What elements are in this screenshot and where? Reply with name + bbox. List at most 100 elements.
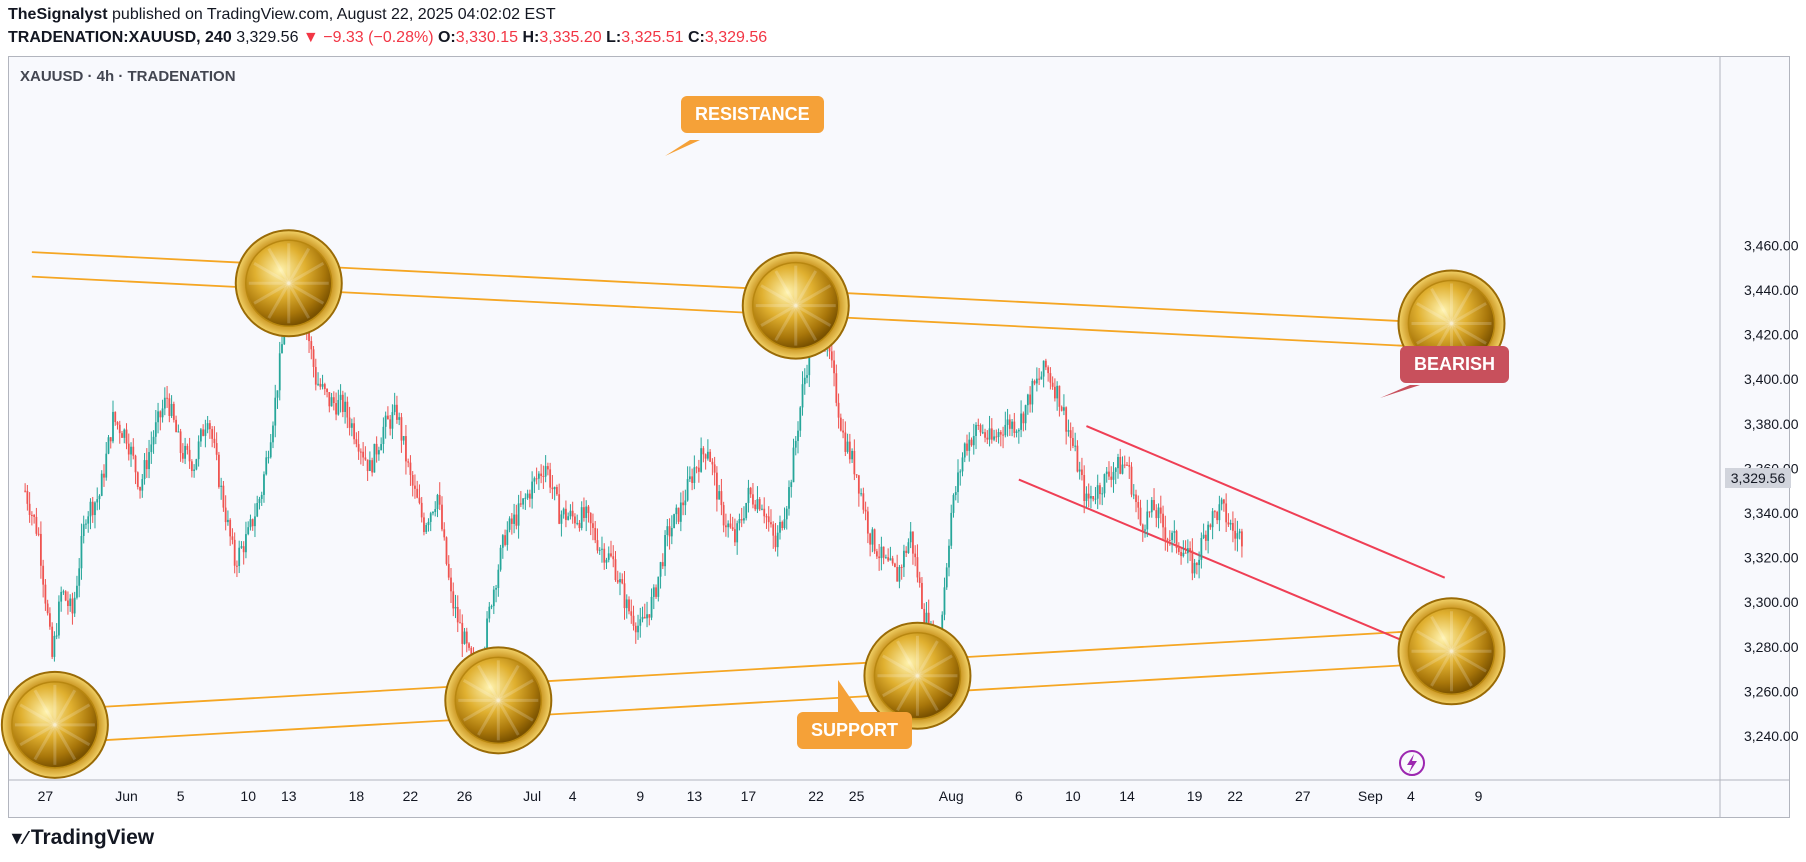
candle-body (310, 341, 313, 350)
candle-body (112, 411, 114, 442)
candle-body (393, 404, 396, 413)
candle-body (346, 401, 349, 418)
candle-body (727, 523, 730, 528)
candle-body (62, 591, 65, 593)
candle-body (1218, 504, 1221, 521)
candle-body (1171, 532, 1173, 541)
candle-body (700, 448, 703, 472)
candle-body (837, 402, 840, 418)
candle-body (58, 601, 60, 636)
candle-body (368, 460, 371, 471)
x-tick-label: 6 (1015, 788, 1023, 804)
coin-ray (477, 664, 500, 702)
candle-body (366, 459, 369, 471)
candle-body (1164, 527, 1167, 540)
candle-body (686, 479, 689, 501)
candle-body (1220, 499, 1223, 505)
candle-body (670, 528, 673, 537)
lightning-badge-icon (1399, 750, 1425, 776)
bearish-callout[interactable]: BEARISH (1400, 346, 1510, 383)
candle-body (709, 451, 712, 462)
candle-body (1029, 394, 1032, 405)
candle-body (371, 460, 374, 473)
candle-body (447, 563, 450, 578)
candle-body (418, 497, 421, 503)
bearish-channel-line (1018, 478, 1419, 648)
candle-body (763, 508, 766, 517)
candle-body (513, 514, 515, 524)
candle-body (587, 506, 590, 514)
candle-body (903, 550, 905, 568)
candle-body (80, 536, 83, 569)
candle-body (891, 558, 894, 564)
candle-body (107, 437, 110, 454)
candle-body (531, 481, 534, 499)
high-value: 3,335.20 (539, 29, 602, 46)
candle-body (78, 568, 81, 586)
candle-body (1108, 471, 1110, 477)
candle-body (984, 432, 986, 438)
candle-body (53, 635, 56, 657)
candle-body (702, 448, 705, 455)
candle-body (35, 516, 38, 534)
candle-body (326, 388, 328, 393)
candle-body (441, 504, 443, 530)
candle-body (979, 425, 982, 433)
candle-body (67, 600, 69, 607)
candle-body (461, 622, 464, 644)
coin-ray (1416, 302, 1453, 325)
candle-body (337, 399, 340, 415)
candle-body (966, 443, 968, 451)
candle-body (914, 553, 917, 558)
candle-body (1035, 378, 1038, 384)
candle-body (731, 527, 734, 530)
candle-body (693, 467, 696, 483)
candle-body (706, 451, 709, 459)
x-tick-label: 5 (177, 788, 185, 804)
y-tick-label: 3,260.00 (1744, 683, 1799, 699)
coin-ray (916, 675, 939, 712)
candle-body (871, 529, 874, 545)
candle-body (957, 472, 959, 493)
candle-body (907, 542, 910, 553)
y-tick-label: 3,440.00 (1744, 282, 1799, 298)
low-label: L: (606, 29, 622, 46)
support-callout[interactable]: SUPPORT (797, 712, 913, 749)
candle-body (553, 487, 556, 490)
candle-body (468, 643, 470, 648)
x-tick-label: 10 (1065, 788, 1081, 804)
candle-body (195, 459, 198, 470)
candle-body (873, 529, 876, 552)
candle-body (445, 537, 448, 564)
candle-body (905, 550, 908, 553)
candle-body (528, 493, 531, 499)
candle-body (143, 460, 146, 480)
candle-body (105, 453, 108, 478)
resistance-callout[interactable]: RESISTANCE (681, 96, 824, 133)
candle-body (1060, 406, 1063, 411)
open-label: O: (437, 29, 456, 46)
candle-body (1189, 548, 1191, 551)
candle-body (605, 559, 608, 563)
candle-body (1209, 524, 1212, 528)
author-name[interactable]: TheSignalyst (8, 6, 108, 23)
tradingview-logo[interactable]: ▼⁄ TradingView (8, 826, 154, 850)
candle-body (362, 451, 365, 458)
candle-body (233, 539, 236, 566)
candle-body (785, 508, 788, 520)
candle-body (1026, 394, 1029, 406)
x-tick-label: 22 (403, 788, 419, 804)
candle-body (887, 557, 890, 561)
candle-body (344, 401, 346, 413)
candle-body (734, 529, 736, 543)
candle-body (98, 495, 101, 500)
candle-body (1085, 493, 1088, 502)
candle-body (398, 417, 401, 420)
candle-body (1238, 531, 1241, 534)
candle-body (1042, 360, 1045, 377)
candle-body (100, 473, 103, 496)
candle-body (607, 553, 610, 560)
candle-body (1202, 534, 1205, 538)
coin-ray (1430, 615, 1453, 653)
coin-face (873, 632, 962, 720)
